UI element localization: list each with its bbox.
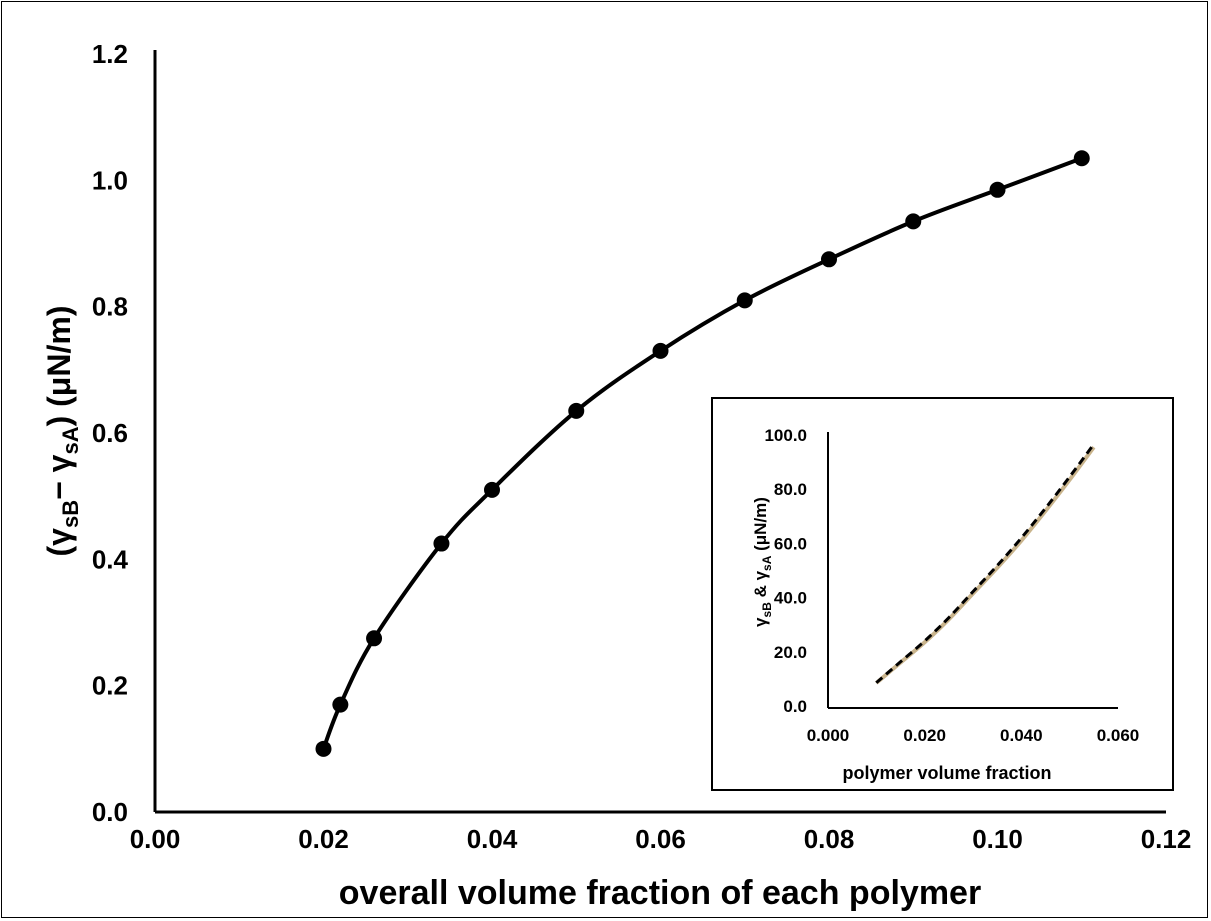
main-x-axis-title: overall volume fraction of each polymer (339, 874, 981, 912)
main-x-tick-label: 0.06 (635, 824, 686, 854)
main-y-tick-label: 0.0 (92, 797, 128, 827)
inset-x-axis-title: polymer volume fraction (842, 763, 1051, 783)
main-y-tick-label: 0.2 (92, 671, 128, 701)
inset-y-tick-label: 20.0 (774, 643, 807, 662)
main-data-point (821, 251, 837, 268)
inset-x-tick-label: 0.040 (1000, 726, 1043, 745)
inset-series-line-dashed (875, 443, 1096, 684)
main-y-tick-labels: 0.0 0.2 0.4 0.6 0.8 1.0 1.2 (92, 39, 129, 827)
inset-x-tick-label: 0.020 (903, 726, 946, 745)
main-data-point (1073, 150, 1090, 167)
inset-y-tick-label: 0.0 (783, 697, 807, 716)
main-data-point (332, 696, 349, 713)
main-x-tick-label: 0.04 (467, 824, 518, 854)
main-x-tick-label: 0.00 (130, 824, 181, 854)
main-y-tick-label: 1.0 (92, 165, 128, 195)
main-data-point (905, 213, 922, 230)
inset-x-tick-label: 0.060 (1097, 726, 1140, 745)
inset-chart: 0.000 0.020 0.040 0.060 0.0 20.0 40.0 60.0 80.0… (711, 397, 1174, 791)
main-y-tick-label: 1.2 (92, 39, 128, 69)
main-x-tick-label: 0.02 (298, 824, 349, 854)
inset-y-tick-label: 100.0 (764, 426, 807, 445)
main-data-point (736, 292, 753, 309)
main-data-point (652, 342, 669, 359)
inset-y-axis-title: γsB & γsA (μN/m) (751, 497, 774, 627)
inset-series (875, 443, 1096, 685)
main-x-tick-label: 0.08 (804, 824, 855, 854)
main-data-point (989, 181, 1006, 198)
main-series (315, 150, 1090, 757)
main-y-tick-label: 0.8 (92, 292, 128, 322)
main-x-tick-label: 0.10 (972, 824, 1023, 854)
main-x-tick-label: 0.12 (1141, 824, 1192, 854)
inset-y-tick-label: 60.0 (774, 534, 807, 553)
inset-y-tick-label: 40.0 (774, 589, 807, 608)
inset-x-tick-labels: 0.000 0.020 0.040 0.060 (807, 726, 1140, 745)
inset-y-tick-label: 80.0 (774, 480, 807, 499)
main-data-point (484, 481, 500, 498)
inset-y-tick-labels: 0.0 20.0 40.0 60.0 80.0 100.0 (764, 426, 807, 716)
inset-frame (711, 397, 1174, 791)
main-axes (153, 50, 1166, 814)
inset-x-tick-label: 0.000 (807, 726, 850, 745)
main-y-tick-label: 0.4 (92, 544, 129, 574)
main-y-tick-label: 0.6 (92, 418, 128, 448)
main-data-point (315, 740, 332, 757)
main-data-point (568, 402, 585, 419)
main-data-point (433, 535, 450, 552)
main-data-point (366, 630, 383, 647)
main-y-axis-title: (γsB− γsA) (μN/m) (41, 306, 83, 557)
main-x-tick-labels: 0.00 0.02 0.04 0.06 0.08 0.10 0.12 (130, 824, 1192, 854)
